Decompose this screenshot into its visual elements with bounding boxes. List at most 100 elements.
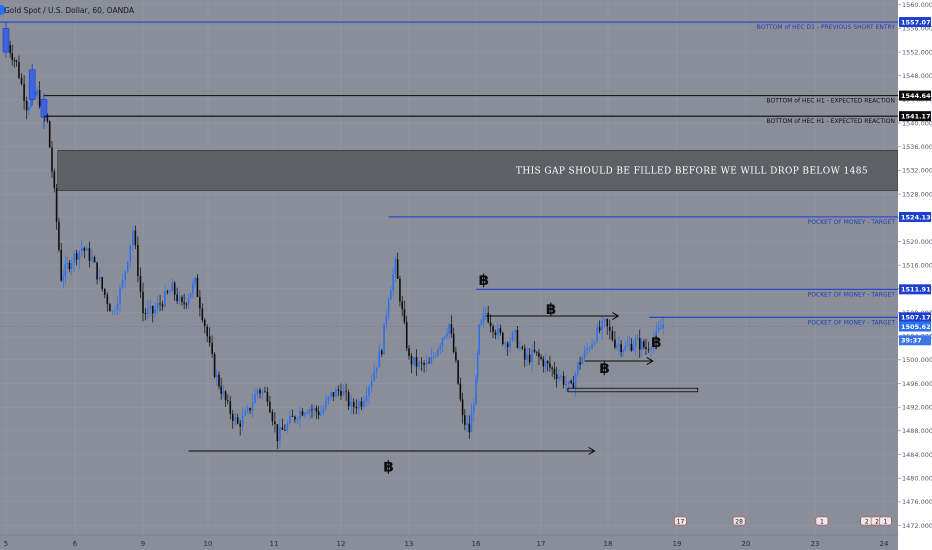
candle-body [330,391,332,397]
candle-body [68,263,71,269]
candle-body [546,361,549,364]
candle-body [528,354,531,363]
candle-body [408,348,410,356]
gap-zone-rect [57,150,899,191]
candle-body [224,391,227,401]
candle-body [555,374,558,379]
event-marker-label: 2 [865,519,869,526]
candle-body [347,392,350,407]
candle-body [514,329,516,333]
candle-body [178,296,181,302]
time-axis[interactable]: 5 6 9 10 11 12 13 16 17 18 19 20 23 24 [4,540,889,548]
time-axis-label: 5 [4,540,8,548]
countdown-tag [899,335,931,346]
candle-body [114,310,116,311]
candle-body [544,361,547,367]
price-axis-label: 1500.000 [902,356,932,364]
candle-body [437,349,439,356]
candle-body [9,45,11,54]
candle-body [156,303,159,309]
candle-body [620,344,622,353]
candle-body [296,418,299,420]
candle-body [20,77,23,84]
candle-body [194,277,196,284]
event-marker-label: 28 [735,519,743,526]
candle-body [91,257,93,261]
candle-body [254,393,256,404]
price-level-label: BOTTOM of HEC H1 - EXPECTED REACTION [767,98,895,105]
price-level-tag-text: 1557.076 [901,18,932,26]
candle-body [183,302,185,304]
candle-body [27,107,30,111]
candle-body [11,53,14,60]
candle-body [284,429,286,431]
candle-body [470,412,473,433]
candle-body [294,416,296,420]
time-axis-label: 11 [270,540,279,548]
event-marker-label: 1 [820,519,824,526]
candle-body [624,345,627,351]
price-axis-label: 1560.000 [902,1,932,9]
candle-body [531,349,533,363]
candle-body [322,408,325,414]
candle-body [370,380,373,387]
candle-body [213,354,216,378]
candle-body [538,352,540,357]
candle-body [246,408,249,412]
arrow-head [612,312,620,320]
candle-body [181,296,183,303]
time-axis-label: 16 [472,540,481,548]
candle-body [441,338,444,346]
last-price-tag-text: 1505.626 [901,323,932,331]
candle-body [129,245,132,262]
price-level-tag [899,90,931,101]
candle-body [410,355,413,365]
candle-body [279,427,281,442]
candle-body [199,296,201,309]
candle-body [137,245,139,276]
gap-zone: THIS GAP SHOULD BE FILLED BEFORE WE WILL… [57,150,899,191]
candle-body [476,353,479,378]
candle-body [311,409,313,411]
candle-body [239,423,241,427]
candle-body [75,253,78,260]
candle-body [509,340,511,348]
candle-body [606,318,609,327]
candle-body [166,291,169,293]
candle-body [189,292,192,298]
candle-body [320,413,322,416]
candle-body [342,391,345,396]
candle-body [560,375,562,377]
price-axis-panel[interactable] [898,0,932,550]
candle-body [475,377,477,405]
price-axis-label: 1480.000 [902,474,932,482]
candle-body [259,389,261,394]
candle-body [171,282,174,292]
candle-body [373,371,375,381]
candle-body [345,391,347,393]
candle-body [574,374,577,388]
candle-body [187,297,190,305]
candle-body [650,348,652,350]
time-axis-label: 12 [337,540,346,548]
price-axis-label: 1472.000 [902,522,932,530]
candle-body [126,261,129,272]
candle-body [261,391,264,394]
candle-body [439,345,442,350]
event-markers: 17 28 1 2 2 1 [674,516,892,526]
time-axis-label: 18 [604,540,613,548]
candle-body [46,114,49,122]
candle-body [30,98,32,108]
candle-body [647,348,650,350]
candle-body [206,326,209,337]
candle-body [15,60,18,62]
price-levels: BOTTOM of HEC D1 - PREVIOUS SHORT ENTRY B… [0,21,898,326]
candle-body [149,306,152,309]
time-axis-panel[interactable] [0,535,898,550]
candle-body [299,411,301,419]
candle-body [452,333,455,352]
candle-body [289,416,291,424]
candle-body [222,391,225,394]
candle-body [598,327,601,331]
